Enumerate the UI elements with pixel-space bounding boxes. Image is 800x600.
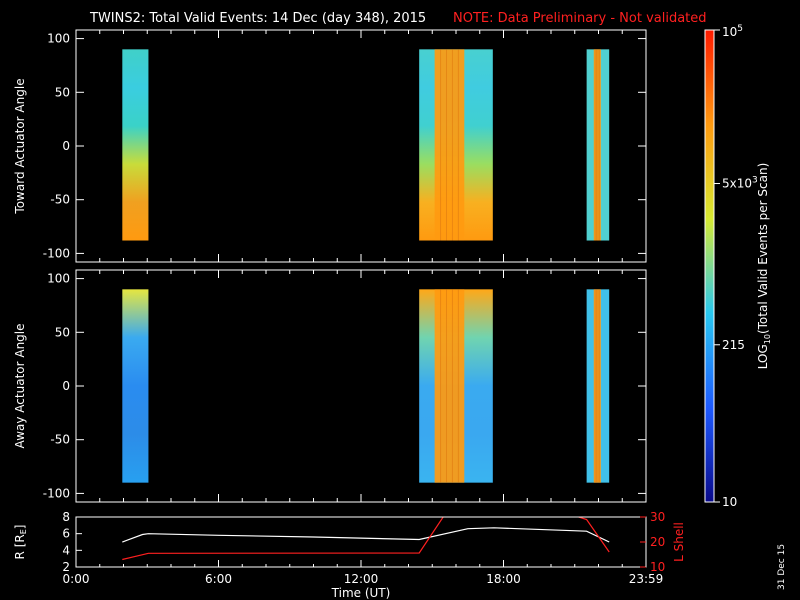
y-tick-label: -100 xyxy=(43,246,70,260)
data-stripe xyxy=(593,289,601,483)
orbit-line-panel: 2 4 6 8 10 20 30 0:00 6:00 12:00 18:00 23:59 R [RE]… xyxy=(13,510,686,600)
y-tick-label: 4 xyxy=(62,543,70,557)
y-tick-label: 8 xyxy=(62,510,70,524)
toward-panel-frame xyxy=(75,29,647,263)
r-distance-line xyxy=(122,527,610,543)
colorbar-tick-label: 215 xyxy=(722,338,745,352)
y-tick-label: 100 xyxy=(47,32,70,46)
chart-title: TWINS2: Total Valid Events: 14 Dec (day … xyxy=(89,11,426,26)
y-tick-label: 0 xyxy=(62,139,70,153)
x-tick-label: 0:00 xyxy=(63,572,90,586)
colorbar-gradient xyxy=(705,30,714,502)
toward-heatmap: 100 50 0 -50 -100 Toward Actuator Angle xyxy=(13,29,647,263)
colorbar-tick-label: 105 xyxy=(722,24,743,39)
colorbar-frame xyxy=(704,29,715,503)
date-stamp: 31 Dec 15 xyxy=(777,544,787,590)
y-tick-label: 50 xyxy=(55,325,70,339)
orbit-panel-frame xyxy=(75,516,647,568)
preliminary-note: NOTE: Data Preliminary - Not validated xyxy=(453,11,707,26)
y-tick-label: 2 xyxy=(62,560,70,574)
x-tick-label: 18:00 xyxy=(486,572,521,586)
l-shell-line xyxy=(122,517,610,561)
data-block xyxy=(122,289,149,483)
colorbar-label: LOG10(Total Valid Events per Scan) xyxy=(756,163,772,370)
time-axis-label: Time (UT) xyxy=(331,586,391,600)
data-stripe xyxy=(593,49,601,241)
right-y-tick-label: 30 xyxy=(650,510,665,524)
x-tick-label: 23:59 xyxy=(629,572,664,586)
orbit-y-axis-label: R [RE] xyxy=(13,525,28,560)
x-tick-label: 6:00 xyxy=(205,572,232,586)
colorbar: 105 5x103 215 10 LOG10(Total Valid Events p… xyxy=(704,24,772,509)
y-tick-label: 0 xyxy=(62,379,70,393)
y-tick-label: -50 xyxy=(50,193,70,207)
away-heatmap: 100 50 0 -50 -100 Away Actuator Angle xyxy=(13,269,647,503)
colorbar-tick-label: 5x103 xyxy=(722,176,758,191)
y-tick-label: 6 xyxy=(62,527,70,541)
data-block xyxy=(122,49,149,241)
y-tick-label: 100 xyxy=(47,272,70,286)
away-y-axis-label: Away Actuator Angle xyxy=(13,323,27,448)
toward-y-axis-label: Toward Actuator Angle xyxy=(13,78,27,214)
data-stripe xyxy=(434,289,465,483)
away-panel-frame xyxy=(75,269,647,503)
right-y-tick-label: 20 xyxy=(650,535,665,549)
right-y-tick-label: 10 xyxy=(650,560,665,574)
colorbar-tick-label: 10 xyxy=(722,495,737,509)
x-tick-label: 12:00 xyxy=(344,572,379,586)
orbit-right-axis-label: L Shell xyxy=(672,522,686,562)
y-tick-label: -50 xyxy=(50,433,70,447)
y-tick-label: 50 xyxy=(55,85,70,99)
y-tick-label: -100 xyxy=(43,486,70,500)
data-stripe xyxy=(434,49,465,241)
